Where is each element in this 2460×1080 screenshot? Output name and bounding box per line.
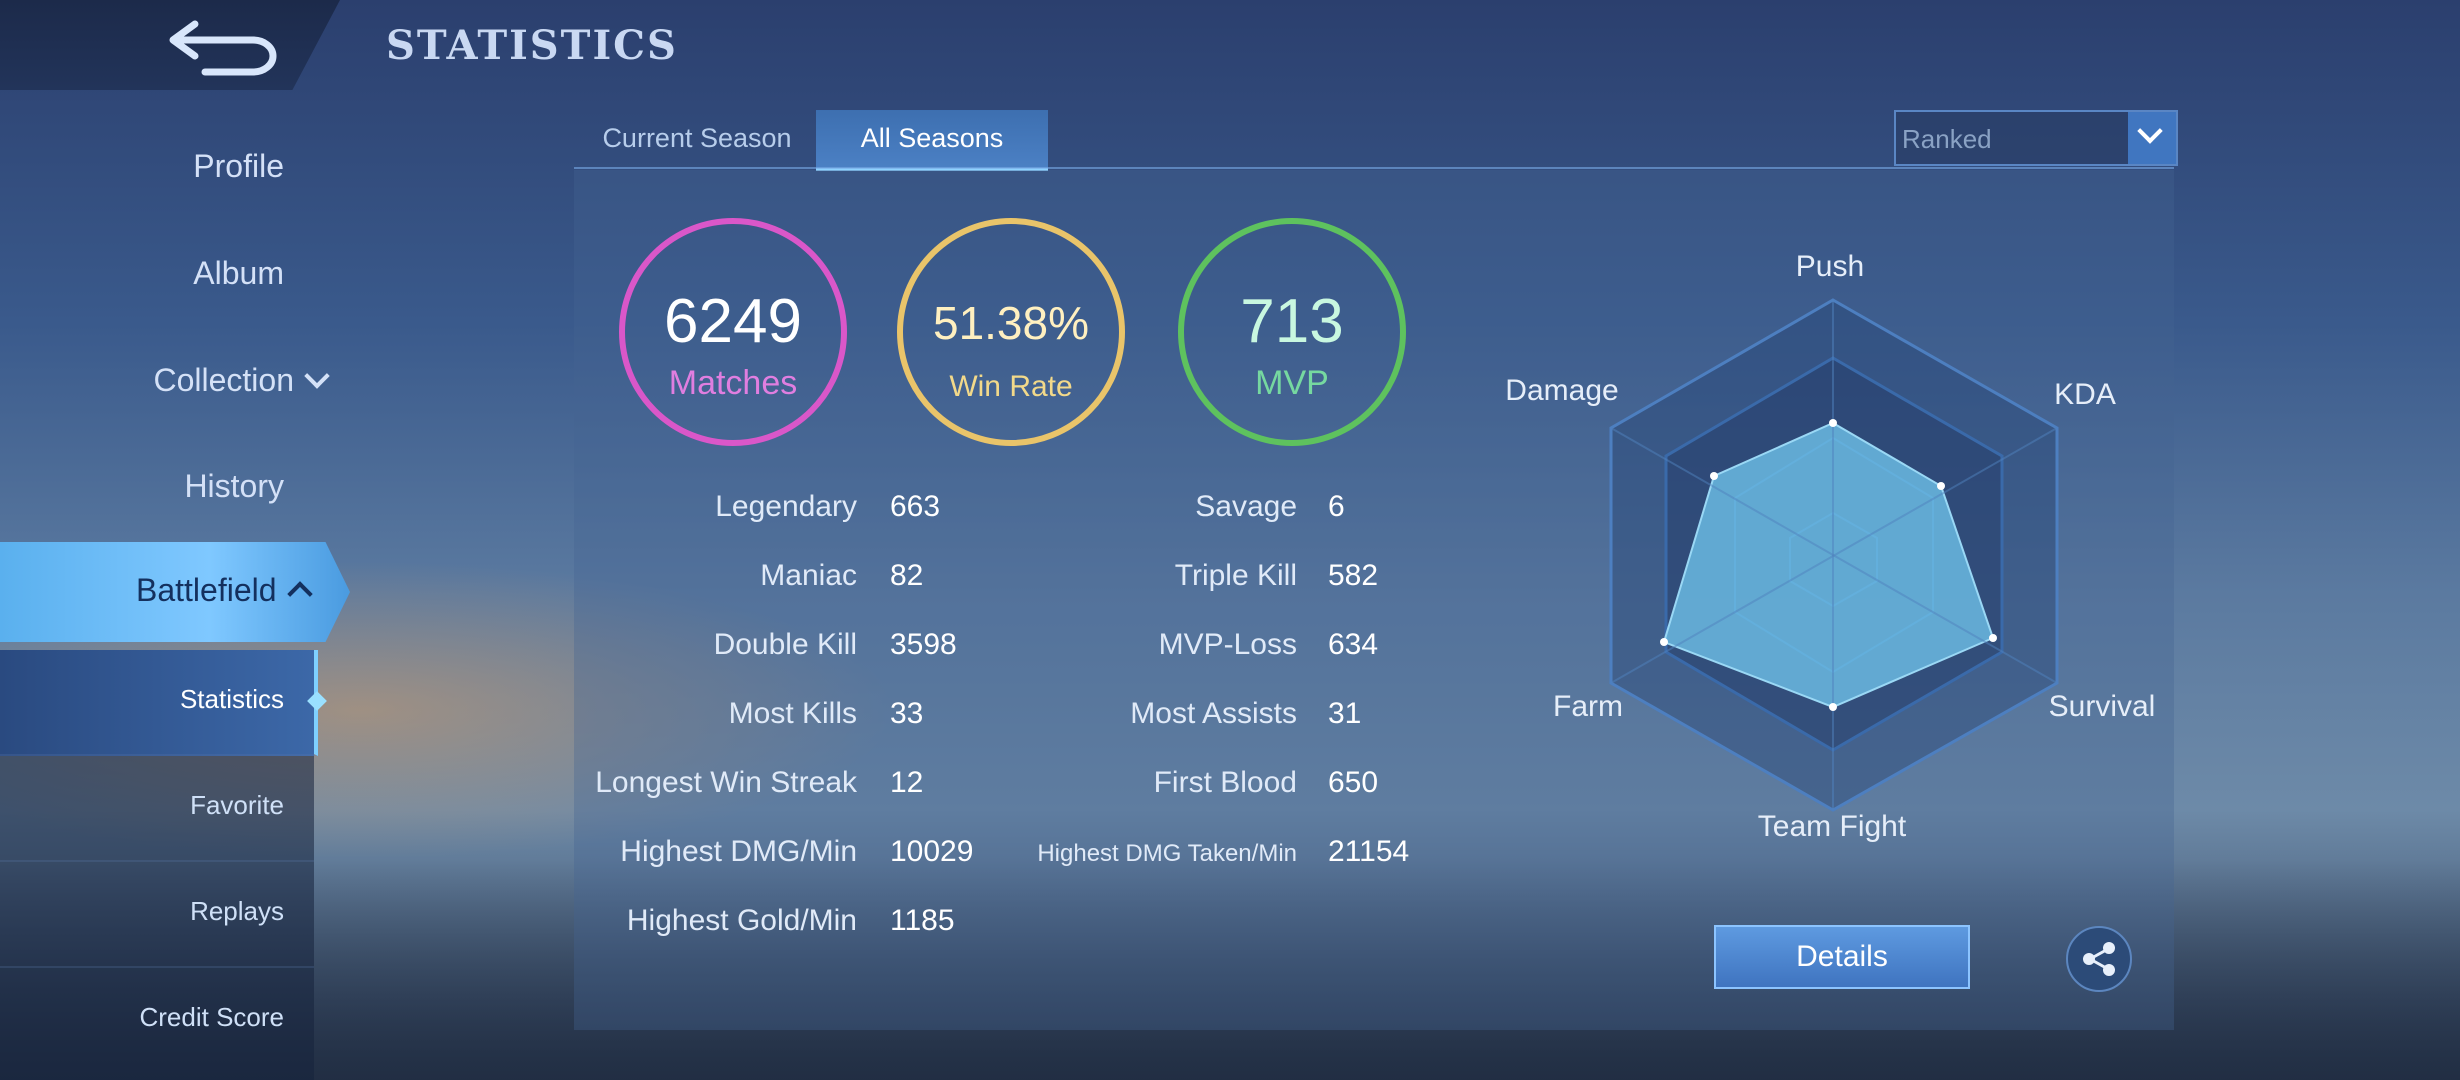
- mvp-value: 713: [1240, 287, 1344, 356]
- matches-value: 6249: [664, 287, 802, 356]
- sidebar-item-album[interactable]: Album: [193, 255, 284, 292]
- matches-ring: 6249 Matches: [619, 218, 847, 446]
- stat-highest-dmg-taken-label: Highest DMG Taken/Min: [1037, 840, 1297, 867]
- sidebar-subitem-label: Statistics: [179, 684, 284, 714]
- sidebar-item-history[interactable]: History: [184, 468, 284, 505]
- page-title: STATISTICS: [386, 22, 678, 69]
- stat-mvp-loss-label: MVP-Loss: [1158, 628, 1297, 661]
- stat-most-assists-label: Most Assists: [1130, 697, 1297, 730]
- tab-all-seasons[interactable]: All Seasons: [816, 110, 1048, 171]
- stat-triple-kill-label: Triple Kill: [1174, 559, 1297, 592]
- sidebar-subitem-favorite[interactable]: Favorite: [0, 756, 314, 862]
- radar-label-survival: Survival: [2048, 690, 2156, 723]
- sidebar-subitem-label: Favorite: [190, 790, 284, 820]
- sidebar-item-profile[interactable]: Profile: [193, 148, 284, 185]
- sidebar-item-battlefield[interactable]: [0, 542, 350, 642]
- stat-savage-value: 6: [1328, 490, 1345, 523]
- top-bar: STATISTICS: [0, 0, 2460, 90]
- radar-point-team-fight: [1829, 703, 1837, 711]
- stat-highest-dmg-value: 10029: [890, 835, 974, 868]
- stat-highest-dmg-label: Highest DMG/Min: [620, 835, 857, 868]
- tab-current-season[interactable]: Current Season: [602, 123, 792, 153]
- stat-highest-gold-label: Highest Gold/Min: [626, 904, 857, 937]
- sidebar-subitem-replays[interactable]: Replays: [0, 862, 314, 968]
- chevron-up-icon: [286, 581, 313, 607]
- stat-double-kill-label: Double Kill: [713, 628, 857, 661]
- stat-first-blood-label: First Blood: [1153, 766, 1297, 799]
- sidebar-item-label: Album: [193, 255, 284, 291]
- back-arrow-icon[interactable]: [165, 14, 285, 76]
- mvp-label: MVP: [1255, 364, 1329, 402]
- sidebar-subitem-statistics[interactable]: Statistics: [0, 650, 327, 756]
- radar-label-damage: Damage: [1505, 374, 1619, 407]
- mode-select-toggle[interactable]: [2128, 112, 2176, 164]
- stat-legendary-label: Legendary: [715, 490, 857, 523]
- stat-mvp-loss-value: 634: [1328, 628, 1379, 661]
- sidebar-item-label: Collection: [153, 362, 294, 398]
- stat-highest-dmg-taken-value: 21154: [1328, 835, 1410, 868]
- chevron-down-icon: [2137, 118, 2163, 144]
- mode-select[interactable]: Ranked: [1894, 110, 2178, 166]
- radar-label-team-fight: Team Fight: [1757, 810, 1907, 843]
- stat-highest-gold-value: 1185: [890, 904, 955, 937]
- radar-point-survival: [1989, 634, 1997, 642]
- details-button[interactable]: Details: [1714, 925, 1970, 989]
- radar-point-farm: [1660, 638, 1668, 646]
- chevron-down-icon: [304, 363, 330, 389]
- stat-legendary-value: 663: [890, 490, 941, 523]
- radar-label-kda: KDA: [2054, 378, 2116, 411]
- stat-most-assists-value: 31: [1328, 697, 1362, 730]
- radar-label-farm: Farm: [1553, 690, 1623, 723]
- stat-savage-label: Savage: [1195, 490, 1297, 523]
- radar-point-kda: [1937, 482, 1945, 490]
- matches-label: Matches: [668, 364, 798, 402]
- sidebar-item-battlefield-label[interactable]: Battlefield: [136, 572, 313, 609]
- sidebar-subitem-label: Credit Score: [139, 1002, 285, 1032]
- radar-point-damage: [1710, 472, 1718, 480]
- back-button[interactable]: [0, 0, 340, 90]
- radar-label-push: Push: [1795, 250, 1865, 283]
- mode-select-value: Ranked: [1902, 124, 1992, 154]
- tab-underline: [574, 167, 2174, 169]
- sidebar-item-collection[interactable]: Collection: [153, 362, 330, 399]
- share-button[interactable]: [2066, 926, 2132, 992]
- win-rate-label: Win Rate: [949, 370, 1073, 403]
- sidebar-item-label: History: [184, 468, 284, 504]
- win-rate-ring: 51.38% Win Rate: [897, 218, 1125, 446]
- sidebar-item-label: Battlefield: [136, 572, 277, 608]
- sidebar-item-label: Profile: [193, 148, 284, 184]
- radar-point-push: [1829, 419, 1837, 427]
- sidebar-subitem-credit-score[interactable]: Credit Score: [0, 968, 314, 1072]
- stat-most-kills-label: Most Kills: [728, 697, 857, 730]
- stat-first-blood-value: 650: [1328, 766, 1379, 799]
- mvp-ring: 713 MVP: [1178, 218, 1406, 446]
- stat-triple-kill-value: 582: [1328, 559, 1379, 592]
- stat-maniac-value: 82: [890, 559, 924, 592]
- stat-longest-win-streak-value: 12: [890, 766, 924, 799]
- radar-chart: [1609, 298, 2059, 812]
- stat-longest-win-streak-label: Longest Win Streak: [595, 766, 857, 799]
- background-mountains: [0, 860, 2460, 1080]
- win-rate-value: 51.38%: [932, 297, 1089, 349]
- stat-double-kill-value: 3598: [890, 628, 957, 661]
- stat-maniac-label: Maniac: [760, 559, 857, 592]
- sidebar-subitem-label: Replays: [190, 896, 284, 926]
- share-icon: [2083, 942, 2115, 976]
- stat-most-kills-value: 33: [890, 697, 924, 730]
